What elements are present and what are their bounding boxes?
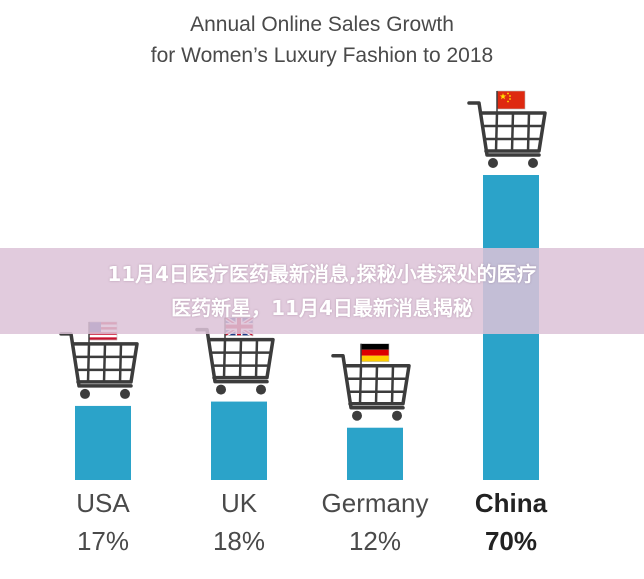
- headline-line2: 医药新星，11月4日最新消息揭秘: [171, 296, 473, 320]
- shopping-cart-icon: [331, 353, 411, 421]
- bar-usa: [75, 405, 131, 480]
- chart-title-line2: for Women’s Luxury Fashion to 2018: [150, 44, 494, 67]
- category-label-china: China: [474, 488, 548, 518]
- category-label-germany: Germany: [321, 488, 429, 518]
- value-label-china: 70%: [484, 526, 538, 556]
- value-label-germany: 12%: [348, 526, 402, 556]
- bar-germany: [347, 427, 403, 480]
- shopping-cart-icon: [467, 101, 547, 168]
- headline-overlay: 11月4日医疗医药最新消息,探秘小巷深处的医疗 医药新星，11月4日最新消息揭秘: [0, 248, 644, 334]
- china-flag-icon: [496, 90, 526, 115]
- headline-line1: 11月4日医疗医药最新消息,探秘小巷深处的医疗: [107, 262, 537, 286]
- category-label-uk: UK: [220, 488, 258, 518]
- bar-group-usa: [59, 321, 139, 480]
- chart-title-line1: Annual Online Sales Growth: [190, 13, 454, 36]
- value-label-uk: 18%: [212, 526, 266, 556]
- shopping-cart-icon: [195, 327, 275, 395]
- germany-flag-icon: [360, 343, 390, 368]
- value-label-usa: 17%: [76, 526, 130, 556]
- bar-uk: [211, 401, 267, 480]
- bar-group-germany: [331, 343, 411, 480]
- category-label-usa: USA: [76, 488, 130, 518]
- shopping-cart-icon: [59, 332, 139, 399]
- bar-group-uk: [195, 315, 275, 480]
